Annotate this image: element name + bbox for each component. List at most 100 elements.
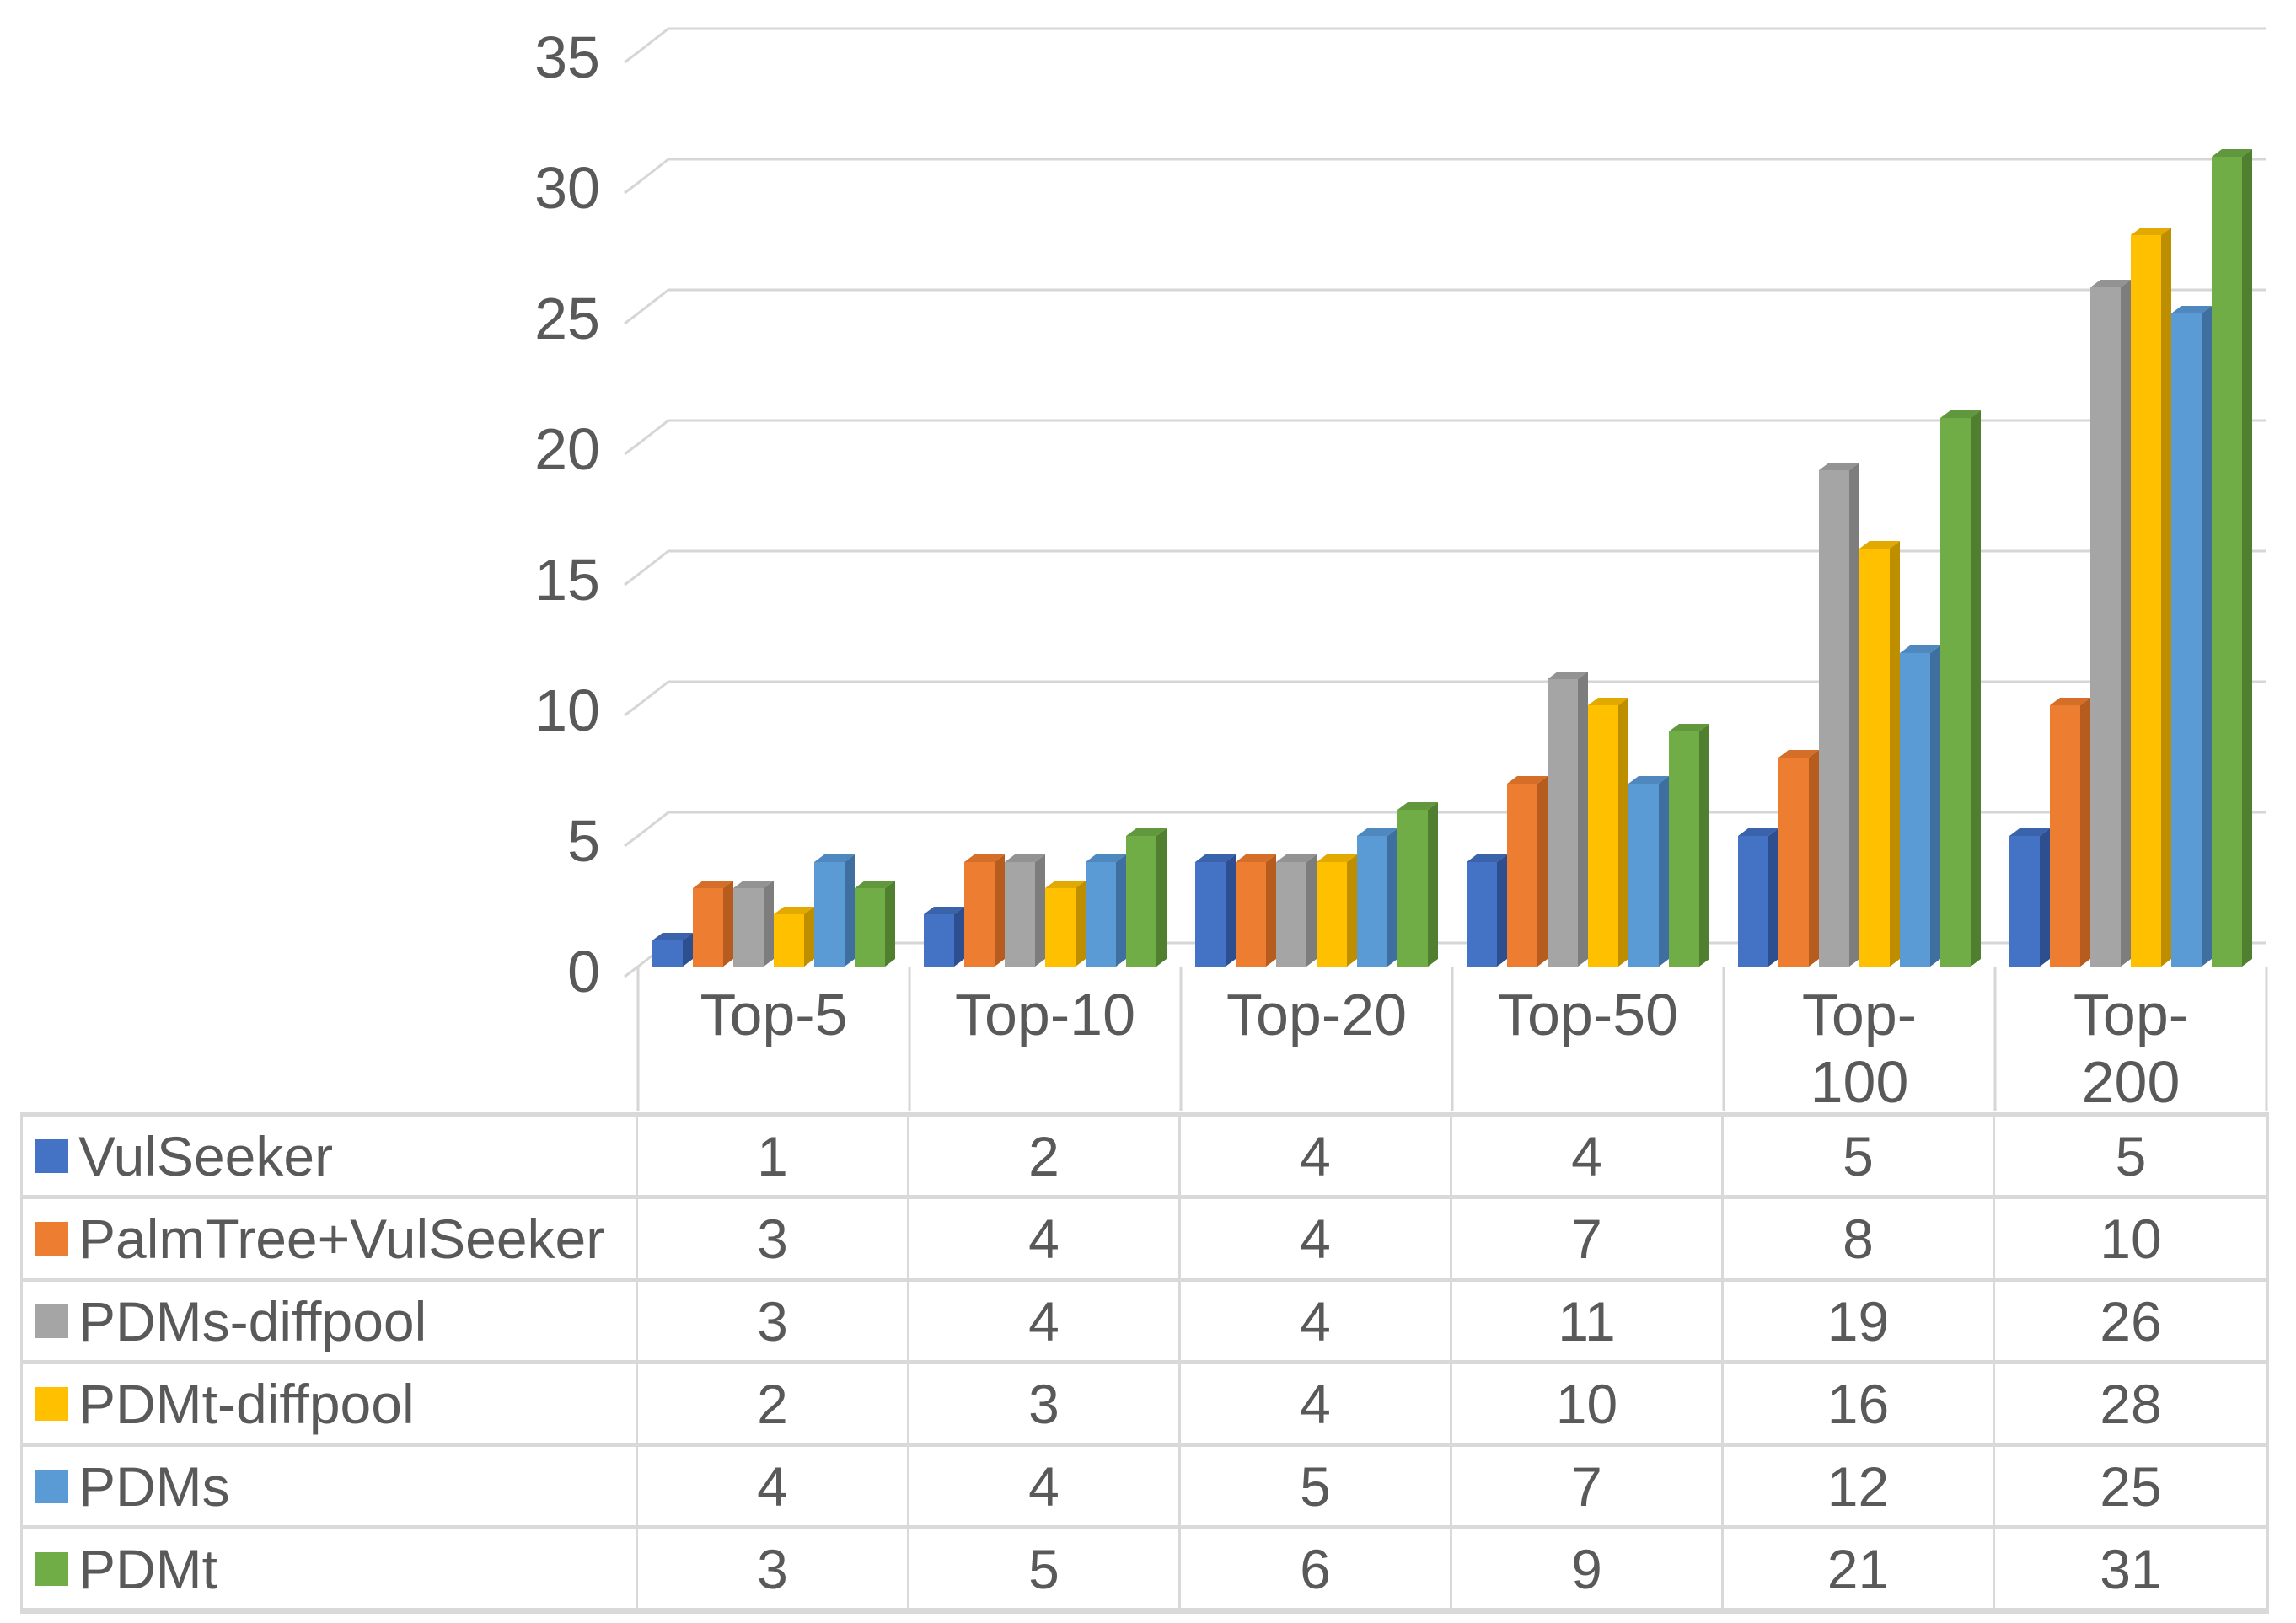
bar-PDMs-Top-20 [1357, 836, 1387, 967]
value-cell-PalmTree+VulSeeker-Top-200: 10 [2100, 1207, 2162, 1270]
legend-swatch-VulSeeker [35, 1138, 68, 1173]
bar-PDMt-Top-200 [2212, 157, 2242, 967]
bar-PDMs-Top-10 [1086, 862, 1116, 967]
bar-PDMt-Top-10-top [1126, 828, 1167, 836]
bar-PDMs-Top-10-side [1116, 854, 1126, 967]
bar-PDMt-Top-200-side [2242, 149, 2252, 967]
legend-label: VulSeeker [78, 1124, 334, 1187]
bar-PDMt-diffpool-Top-5 [774, 914, 804, 967]
value-cell-VulSeeker-Top-50: 4 [1452, 1117, 1724, 1195]
bar-VulSeeker-Top-20-side [1226, 854, 1236, 967]
bar-VulSeeker-Top-200-top [2009, 828, 2050, 836]
y-axis-label-25: 25 [534, 286, 600, 351]
legend-label: PDMt [78, 1537, 217, 1600]
bar-PDMs-diffpool-Top-20 [1276, 862, 1306, 967]
bar-VulSeeker-Top-10 [924, 914, 954, 967]
bar-PDMs-Top-200 [2171, 313, 2202, 967]
bar-PDMt-diffpool-Top-100-top [1859, 541, 1900, 549]
x-axis-label-Top-5: Top-5 [700, 982, 847, 1047]
legend-cell-PalmTree+VulSeeker: PalmTree+VulSeeker [23, 1199, 638, 1278]
value-cell-PDMs-Top-50: 7 [1452, 1447, 1724, 1525]
value-cell-PalmTree+VulSeeker-Top-50: 7 [1452, 1199, 1724, 1278]
x-axis-label-Top-100-line1: Top- [1802, 982, 1917, 1047]
y-axis-label-0: 0 [567, 939, 600, 1004]
bar-PalmTree+VulSeeker-Top-10-side [995, 854, 1005, 967]
bar-PDMt-Top-50 [1669, 731, 1699, 967]
value-cell-PDMs-diffpool-Top-100: 19 [1724, 1282, 1995, 1360]
bar-PDMs-Top-20-side [1387, 828, 1397, 967]
bar-PDMt-Top-20-top [1397, 802, 1438, 810]
legend-swatch-PDMt [35, 1551, 68, 1586]
bar-PDMs-Top-5-top [814, 854, 855, 862]
value-cell-PDMt-Top-200: 31 [2100, 1537, 2162, 1600]
bar-PalmTree+VulSeeker-Top-10-top [964, 854, 1005, 862]
bar-VulSeeker-Top-50-top [1467, 854, 1507, 862]
legend-swatch-PDMs-diffpool [35, 1304, 68, 1338]
bar-PDMs-diffpool-Top-100-side [1849, 463, 1859, 967]
bar-VulSeeker-Top-200 [2009, 836, 2040, 967]
bar-PDMt-Top-100 [1940, 418, 1971, 967]
legend-swatch-PDMt-diffpool [35, 1386, 68, 1421]
bar-VulSeeker-Top-50-side [1497, 854, 1507, 967]
legend-cell-PDMt-diffpool: PDMt-diffpool [23, 1364, 638, 1443]
value-cell-PDMt-Top-20: 6 [1181, 1529, 1452, 1608]
chart-data-table: VulSeeker 1 2 4 4 5 5 PalmTree+VulSeeker 3 4 4 7 8 10… [20, 1112, 2269, 1614]
value-cell-PalmTree+VulSeeker-Top-100: 8 [1724, 1199, 1995, 1278]
legend-cell-PDMs: PDMs [23, 1447, 638, 1525]
bar-PalmTree+VulSeeker-Top-50-top [1507, 776, 1548, 784]
value-cell-PDMt-diffpool-Top-20: 4 [1181, 1364, 1452, 1443]
bar-VulSeeker-Top-200-side [2040, 828, 2050, 967]
legend-cell-PDMs-diffpool: PDMs-diffpool [23, 1282, 638, 1360]
value-cell-PDMt-diffpool-Top-50: 10 [1452, 1364, 1724, 1443]
bar-PDMs-Top-20-top [1357, 828, 1397, 836]
value-cell-PDMs-diffpool-Top-50: 11 [1452, 1282, 1724, 1360]
value-cell-PDMs-Top-100: 12 [1724, 1447, 1995, 1525]
bar-PDMt-diffpool-Top-20-top [1317, 854, 1357, 862]
gridline-10 [624, 680, 2266, 717]
bar-PDMt-Top-5-side [885, 881, 895, 967]
bar-PDMt-diffpool-Top-5-top [774, 907, 814, 914]
bar-PDMs-diffpool-Top-100-top [1819, 463, 1859, 470]
value-cell-PDMt-Top-50: 9 [1452, 1529, 1724, 1608]
bar-PDMs-Top-200-top [2171, 306, 2212, 313]
bar-PDMs-diffpool-Top-10 [1005, 862, 1035, 967]
bar-PDMs-diffpool-Top-50-side [1578, 672, 1588, 967]
bar-PDMt-Top-50-side [1699, 724, 1709, 967]
bar-PalmTree+VulSeeker-Top-100-top [1778, 750, 1819, 758]
bar-PDMt-Top-5-top [855, 881, 895, 888]
bar-PalmTree+VulSeeker-Top-20-side [1266, 854, 1276, 967]
bar-PalmTree+VulSeeker-Top-5-side [723, 881, 733, 967]
y-axis-label-10: 10 [534, 678, 600, 743]
bar-PDMt-Top-100-top [1940, 410, 1981, 418]
value-cell-PDMt-diffpool-Top-100: 16 [1724, 1364, 1995, 1443]
bar-PDMs-Top-50 [1628, 784, 1659, 967]
table-row-PalmTree+VulSeeker: PalmTree+VulSeeker 3 4 4 7 8 10 [23, 1199, 2266, 1282]
bar-VulSeeker-Top-20 [1195, 862, 1226, 967]
bar-PDMs-diffpool-Top-10-side [1035, 854, 1045, 967]
bar-PDMs-diffpool-Top-20-top [1276, 854, 1317, 862]
bar-VulSeeker-Top-5-top [652, 933, 693, 940]
bar-PDMt-diffpool-Top-10-side [1076, 881, 1086, 967]
bar-PDMs-diffpool-Top-10-top [1005, 854, 1045, 862]
bar-VulSeeker-Top-50 [1467, 862, 1497, 967]
bar-chart-3d: 0 5 10 15 20 25 30 35 Top-5 Top-10 Top-20 Top-50 Top… [534, 24, 2268, 1112]
value-cell-PDMs-diffpool-Top-5: 3 [638, 1282, 909, 1360]
bar-PalmTree+VulSeeker-Top-100-side [1809, 750, 1819, 967]
y-axis-label-15: 15 [534, 547, 600, 613]
bar-PalmTree+VulSeeker-Top-5 [693, 888, 723, 967]
bar-PalmTree+VulSeeker-Top-100 [1778, 758, 1809, 967]
bar-PDMs-Top-100-top [1900, 645, 1940, 653]
bar-PDMt-Top-200-top [2212, 149, 2252, 157]
bar-VulSeeker-Top-100-top [1738, 828, 1778, 836]
value-cell-PDMs-Top-200: 25 [2100, 1454, 2162, 1518]
x-axis-label-Top-100-line2: 100 [1811, 1049, 1909, 1112]
bar-PDMt-diffpool-Top-200-side [2161, 228, 2171, 967]
bar-VulSeeker-Top-5-side [683, 933, 693, 967]
bar-PDMs-diffpool-Top-200-side [2121, 280, 2131, 967]
bar-PDMs-Top-50-top [1628, 776, 1669, 784]
y-axis-label-35: 35 [534, 24, 600, 90]
legend-label: PDMt-diffpool [78, 1372, 415, 1435]
value-cell-PDMt-diffpool-Top-10: 3 [909, 1364, 1181, 1443]
bar-PDMt-diffpool-Top-50-top [1588, 698, 1628, 705]
bar-PalmTree+VulSeeker-Top-20 [1236, 862, 1266, 967]
